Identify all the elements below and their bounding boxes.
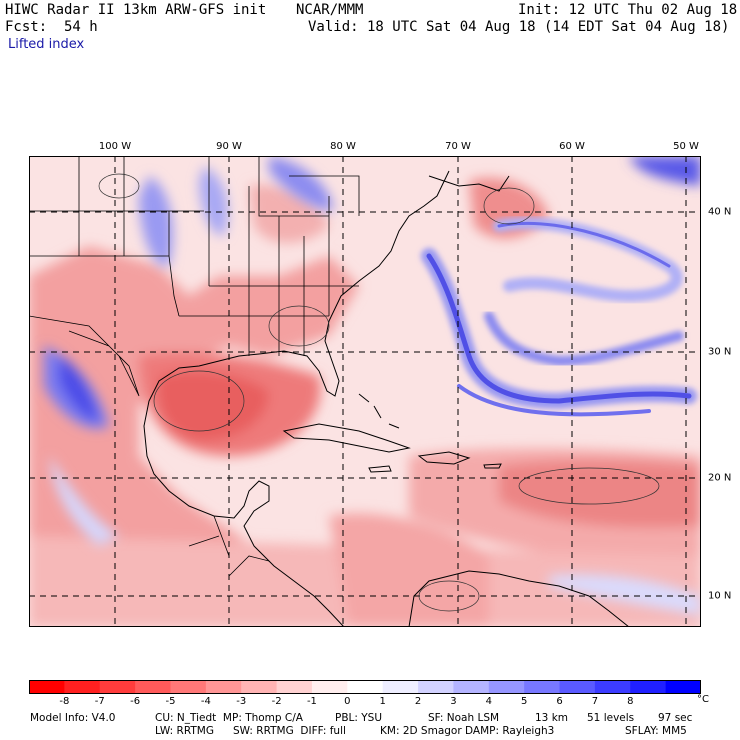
model-info: Model Info: V4.0 [30, 712, 116, 724]
colorbar-swatch [276, 680, 313, 694]
colorbar-swatch [99, 680, 136, 694]
organization-label: NCAR/MMM [296, 2, 364, 18]
surface-scheme: SF: Noah LSM [428, 712, 500, 724]
shortwave-diffusion: SW: RRTMG DIFF: full [233, 725, 346, 737]
lat-label-20n: 20 N [708, 472, 732, 484]
colorbar-tick-label: 2 [414, 696, 422, 707]
km-damping: KM: 2D Smagor DAMP: Rayleigh3 [380, 725, 555, 737]
colorbar-swatch [347, 680, 384, 694]
colorbar-tick-label: 8 [627, 696, 634, 707]
field-name: Lifted index [8, 37, 85, 52]
pbl-scheme: PBL: YSU [335, 712, 383, 724]
surface-layer: SFLAY: MM5 [625, 725, 687, 737]
colorbar-swatch [205, 680, 242, 694]
colorbar-tick-label: 3 [450, 696, 457, 707]
lon-label-60w: 60 W [559, 141, 585, 152]
valid-time: Valid: 18 UTC Sat 04 Aug 18 (14 EDT Sat … [308, 19, 730, 35]
colorbar-swatch [630, 680, 667, 694]
colorbar-swatch [170, 680, 207, 694]
colorbar-swatch [665, 680, 701, 694]
lat-label-10n: 10 N [708, 590, 732, 602]
model-title: HIWC Radar II 13km ARW-GFS init [5, 2, 267, 18]
lon-label-70w: 70 W [445, 141, 471, 152]
colorbar-swatch [64, 680, 101, 694]
colorbar-swatch [29, 680, 65, 694]
stable-areas [44, 156, 701, 616]
lon-label-50w: 50 W [673, 141, 699, 152]
political-boundaries [29, 156, 360, 577]
colorbar-swatch [311, 680, 348, 694]
colorbar-tick-label: 1 [379, 696, 386, 707]
vertical-levels: 51 levels [587, 712, 635, 724]
timestep: 97 sec [658, 712, 693, 724]
colorbar-swatch [241, 680, 278, 694]
colorbar-swatch [524, 680, 561, 694]
lon-label-100w: 100 W [98, 141, 132, 152]
colorbar-tick-label: -6 [130, 696, 141, 707]
colorbar-tick-label: 0 [344, 696, 351, 707]
colorbar-tick-label: 5 [520, 696, 528, 707]
colorbar-swatch [594, 680, 631, 694]
forecast-hour: 54 h [64, 19, 98, 35]
colorbar-tick-label: -2 [271, 696, 282, 707]
colorbar-swatch [453, 680, 490, 694]
contours [98, 173, 660, 612]
atlantic-stable-band [421, 217, 697, 417]
lon-label-90w: 90 W [216, 141, 242, 152]
lon-label-80w: 80 W [330, 141, 356, 152]
colorbar-tick-label: -3 [236, 696, 247, 707]
colorbar-tick-label: 6 [556, 696, 563, 707]
colorbar-swatch [382, 680, 419, 694]
forecast-label: Fcst: [5, 19, 48, 35]
lifted-index-map [29, 156, 701, 627]
lat-label-30n: 30 N [708, 346, 732, 358]
colorbar-swatch [559, 680, 596, 694]
graticule [29, 156, 701, 627]
resolution: 13 km [535, 712, 569, 724]
colorbar [29, 680, 701, 694]
cumulus-microphysics: CU: N_Tiedt MP: Thomp C/A [155, 712, 303, 724]
colorbar-swatch [488, 680, 525, 694]
colorbar-tick-label: -1 [306, 696, 317, 707]
init-time: Init: 12 UTC Thu 02 Aug 18 [518, 2, 738, 18]
colorbar-unit: °C [697, 694, 709, 705]
colorbar-swatch [135, 680, 171, 694]
lat-label-40n: 40 N [708, 206, 732, 218]
colorbar-tick-label: -8 [59, 696, 70, 707]
longwave-scheme: LW: RRTMG [155, 725, 214, 737]
colorbar-swatch [418, 680, 454, 694]
colorbar-tick-label: -7 [94, 696, 105, 707]
colorbar-tick-label: 4 [485, 696, 492, 707]
colorbar-tick-label: 7 [591, 696, 599, 707]
colorbar-tick-label: -5 [165, 696, 176, 707]
colorbar-tick-label: -4 [200, 696, 211, 707]
